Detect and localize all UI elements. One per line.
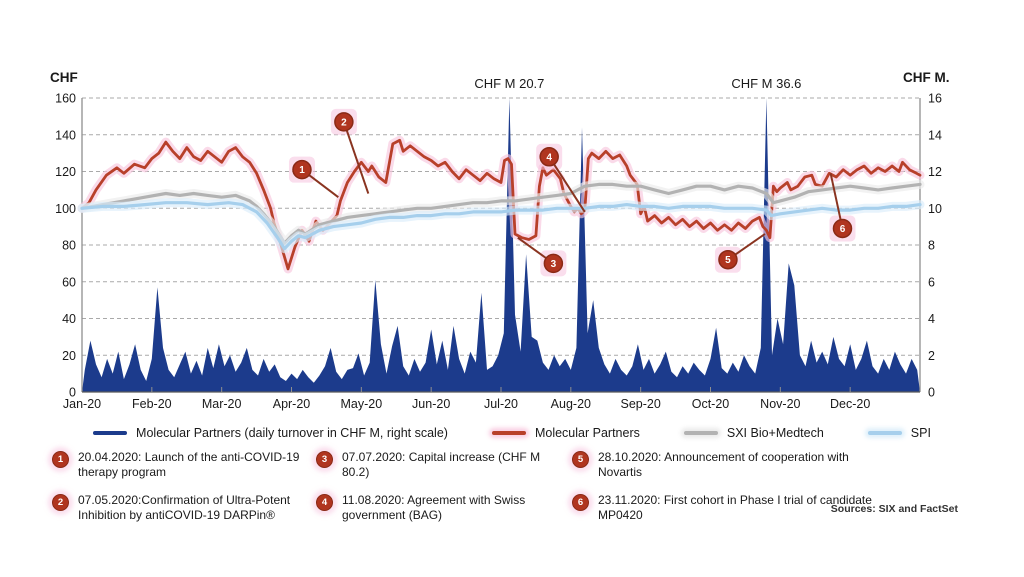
right-axis-title: CHF M. [903, 70, 950, 85]
x-axis-tick-label: Dec-20 [830, 397, 870, 411]
right-axis-tick-label: 14 [928, 128, 942, 142]
event-4-marker [539, 147, 559, 167]
footnote-text: 07.05.2020:Confirmation of Ultra-Potent … [78, 492, 291, 523]
event-2-marker [334, 112, 354, 132]
left-axis-tick-label: 60 [62, 275, 76, 289]
left-axis-title: CHF [50, 70, 78, 85]
footnote-text: 07.07.2020: Capital increase (CHF M 80.2… [342, 450, 541, 480]
x-axis-tick-label: Sep-20 [621, 397, 661, 411]
turnover-performance-chart: CHF M 20.7 CHF M 36.612345602040608010012… [50, 70, 950, 411]
event-2-number: 2 [341, 117, 347, 128]
event-5-number: 5 [725, 255, 731, 266]
spi-swatch [867, 431, 902, 435]
event-1-marker [292, 159, 312, 180]
x-axis-tick-label: Aug-20 [551, 397, 591, 411]
x-axis-tick-label: Apr-20 [273, 397, 311, 411]
x-axis-tick-label: May-20 [340, 397, 382, 411]
left-axis-tick-label: 40 [62, 312, 76, 326]
footnote-text: 23.11.2020: First cohort in Phase I tria… [598, 492, 872, 523]
x-axis-tick-label: Jan-20 [63, 397, 101, 411]
event-3-number: 3 [551, 259, 557, 270]
left-axis-tick-label: 140 [55, 128, 76, 142]
right-axis-tick-label: 16 [928, 92, 942, 106]
right-axis-tick-label: 0 [928, 386, 935, 400]
series-sxi-bio-medtech-line [80, 182, 922, 245]
legend-item-turnover: Molecular Partners (daily turnover in CH… [93, 426, 448, 440]
legend-label: Molecular Partners [534, 426, 640, 440]
x-axis-tick-label: Feb-20 [132, 397, 172, 411]
chart-area: CHF M 20.7 CHF M 36.6 1 2 3 4 5 6 0 20 40 60 80 100 12… [50, 70, 950, 411]
legend-item-sxi-bio-medtech: SXI Bio+Medtech [683, 426, 824, 440]
footnote-4: 4 11.08.2020: Agreement with Swiss gover… [316, 493, 568, 524]
series-molecular-partners-line [80, 138, 922, 271]
footnote-text: 20.04.2020: Launch of the anti-COVID-19 … [78, 450, 300, 480]
x-axis-tick-label: Jul-20 [484, 397, 518, 411]
right-axis-tick-label: 6 [928, 275, 935, 289]
footnote-text: 11.08.2020: Agreement with Swiss governm… [342, 492, 526, 523]
footnote-text: 28.10.2020: Announcement of cooperation … [598, 450, 849, 480]
event-6-number: 6 [840, 224, 846, 235]
event-2-badge: 2 [52, 493, 69, 511]
event-4-connector [548, 156, 586, 213]
event-3-badge: 3 [316, 451, 333, 468]
x-axis-tick-label: Oct-20 [692, 397, 730, 411]
x-axis-tick-label: Jun-20 [412, 397, 450, 411]
legend-label: SPI [910, 426, 931, 440]
left-axis-tick-label: 120 [55, 165, 76, 179]
legend-label: SXI Bio+Medtech [726, 426, 824, 440]
x-axis-tick-label: Mar-20 [202, 397, 242, 411]
event-1-number: 1 [299, 165, 305, 176]
x-axis-tick-label: Nov-20 [760, 397, 800, 411]
molecular-partners-swatch [491, 431, 526, 435]
event-6-badge: 6 [572, 493, 589, 511]
left-axis-tick-label: 80 [62, 239, 76, 253]
peak-value-label: CHF M 20.7 [474, 76, 544, 91]
peak-value-label: CHF M 36.6 [731, 76, 801, 91]
right-axis-tick-label: 12 [928, 165, 942, 179]
footnote-1: 1 20.04.2020: Launch of the anti-COVID-1… [52, 450, 312, 481]
right-axis-tick-label: 8 [928, 239, 935, 253]
event-4-badge: 4 [316, 493, 333, 511]
event-2-connector [342, 121, 370, 194]
series-spi-line [80, 201, 922, 251]
legend-item-spi: SPI [867, 426, 931, 440]
series-spi-halo [77, 198, 925, 254]
footnote-2: 2 07.05.2020:Confirmation of Ultra-Poten… [52, 493, 312, 524]
event-6-marker [832, 218, 853, 239]
turnover-swatch [93, 431, 128, 435]
event-4-number: 4 [546, 152, 552, 163]
footnote-5: 5 28.10.2020: Announcement of cooperatio… [572, 450, 872, 481]
event-5-marker [718, 249, 738, 270]
left-axis-tick-label: 160 [55, 92, 76, 106]
footnote-6: 6 23.11.2020: First cohort in Phase I tr… [572, 493, 872, 524]
right-axis-tick-label: 10 [928, 202, 942, 216]
right-axis-tick-label: 2 [928, 349, 935, 363]
sxi-bio-medtech-swatch [683, 431, 718, 435]
series-daily-turnover-area [82, 98, 920, 392]
event-3-marker [543, 253, 564, 274]
event-footnotes: 1 20.04.2020: Launch of the anti-COVID-1… [52, 450, 972, 523]
left-axis-tick-label: 20 [62, 349, 76, 363]
right-axis-tick-label: 4 [928, 312, 935, 326]
event-1-badge: 1 [52, 451, 69, 468]
left-axis-tick-label: 0 [69, 386, 76, 400]
event-5-badge: 5 [572, 451, 589, 468]
footnote-3: 3 07.07.2020: Capital increase (CHF M 80… [316, 450, 568, 481]
legend-label: Molecular Partners (daily turnover in CH… [136, 426, 448, 440]
left-axis-tick-label: 100 [55, 202, 76, 216]
chart-legend: Molecular Partners (daily turnover in CH… [0, 420, 1024, 446]
legend-item-molecular-partners: Molecular Partners [491, 426, 640, 440]
sources-note: Sources: SIX and FactSet [830, 503, 958, 515]
